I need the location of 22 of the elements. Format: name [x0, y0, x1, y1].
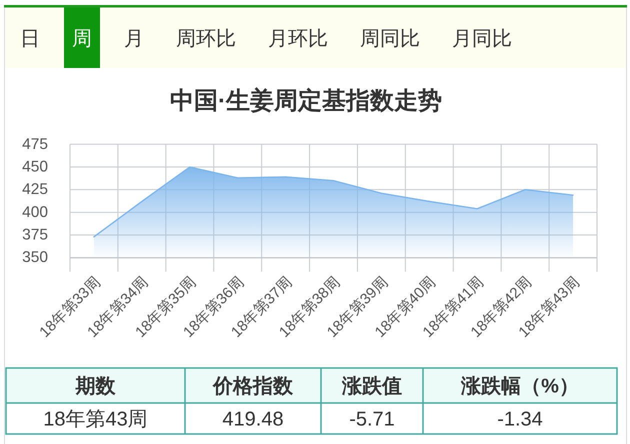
- table-cell: -1.34: [497, 408, 543, 430]
- tab-label: 周环比: [176, 28, 236, 50]
- table-cell: -5.71: [349, 408, 395, 430]
- tab-label: 月环比: [268, 28, 328, 50]
- ytick-label: 475: [22, 136, 48, 153]
- table-cell: 419.48: [222, 408, 284, 430]
- ytick-label: 400: [22, 204, 48, 221]
- title: 中国·生姜周定基指数走势: [170, 88, 442, 114]
- ytick-label: 375: [22, 226, 48, 244]
- tab-label: 日: [20, 28, 40, 50]
- ytick-label: 350: [22, 249, 48, 266]
- table-header: 涨跌幅（%）: [461, 376, 579, 398]
- tab-label: 周: [72, 28, 92, 50]
- ytick-label: 425: [22, 181, 48, 198]
- tab-label: 月同比: [452, 28, 512, 50]
- table-header: 期数: [76, 376, 116, 398]
- table-header: 价格指数: [213, 376, 293, 398]
- ytick-label: 450: [22, 158, 48, 176]
- tab-label: 月: [124, 28, 144, 50]
- table-cell: 18年第43周: [43, 408, 148, 430]
- tab-label: 周同比: [360, 28, 420, 50]
- table-header: 涨跌值: [342, 376, 402, 398]
